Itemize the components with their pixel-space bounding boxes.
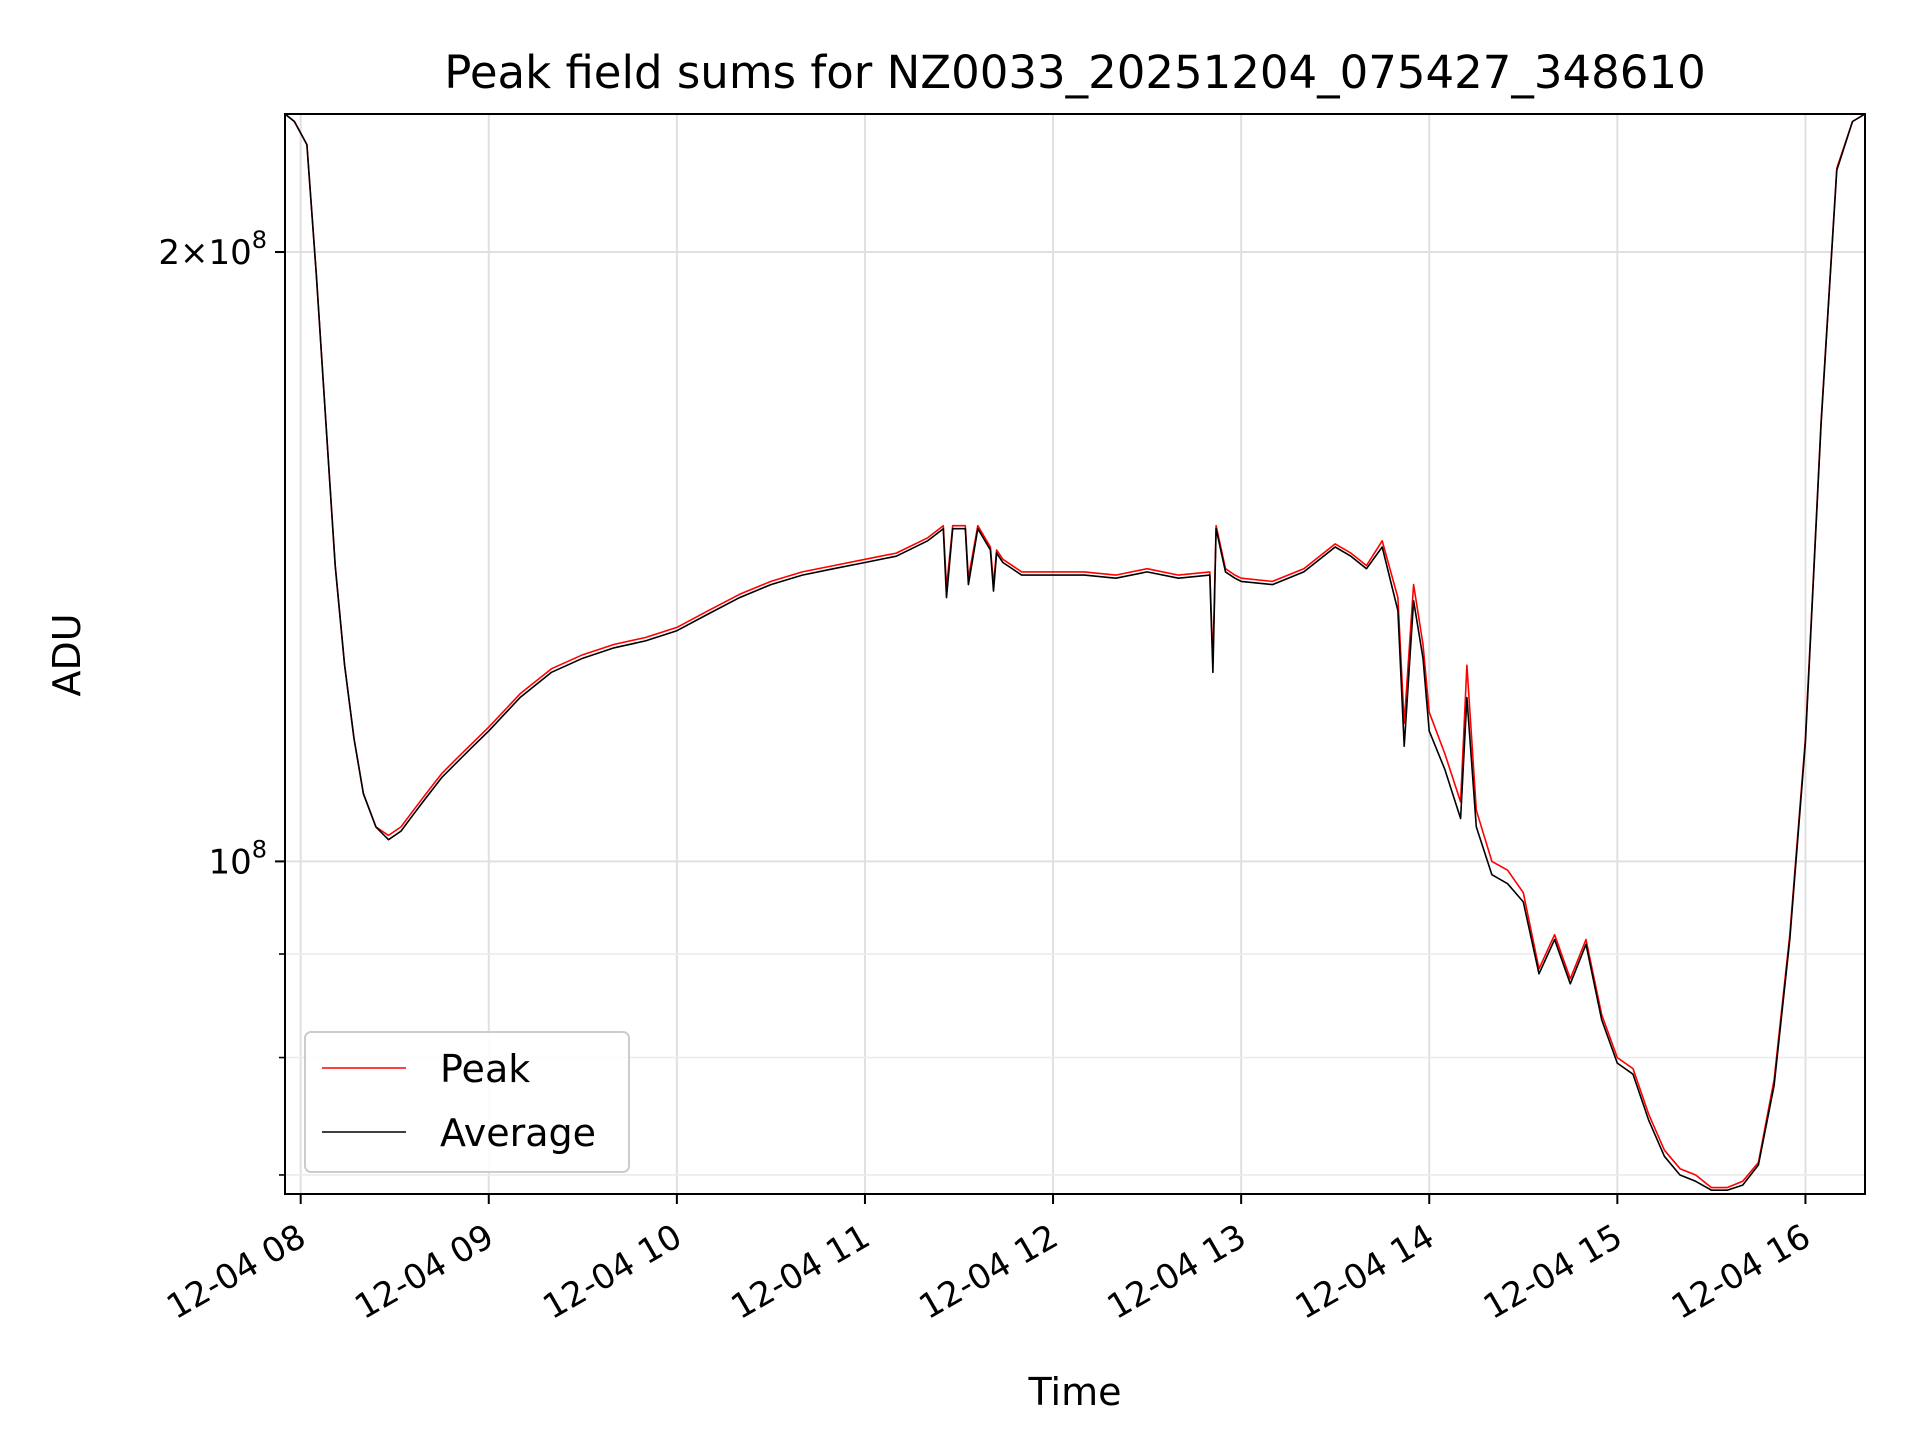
legend-label-peak: Peak [440,1047,530,1091]
plot-frame [284,113,1866,1195]
legend-box [304,1031,630,1173]
y-tick-label: 108 [208,835,267,882]
series-lines [284,113,1866,1191]
y-axis: 2×108 108 [158,226,285,1176]
series-line-average [284,113,1866,1191]
y-axis-label: ADU [45,613,89,696]
x-axis-label: Time [1028,1370,1122,1414]
grid [285,114,1865,1194]
series-line-peak [284,113,1866,1189]
legend-label-average: Average [440,1111,596,1155]
y-tick-label: 2×108 [158,226,267,273]
chart-title: Peak field sums for NZ0033_20251204_0754… [444,46,1705,99]
legend: Peak Average [304,1031,630,1173]
